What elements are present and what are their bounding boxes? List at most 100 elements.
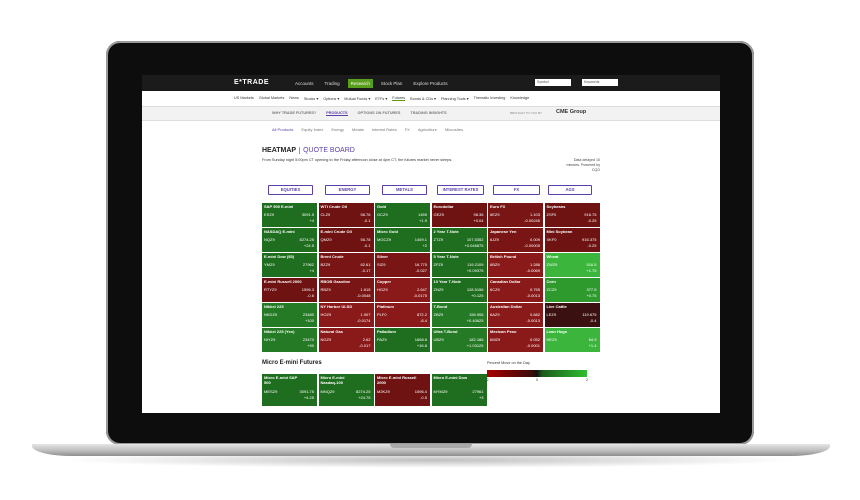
nav-item[interactable]: Stock Plan bbox=[380, 80, 403, 86]
filter-button[interactable]: ENERGY bbox=[325, 185, 370, 195]
filter-button[interactable]: METALS bbox=[382, 185, 427, 195]
heatmap-tile[interactable]: Micro E-mini Nasdaq-100 MNQZ9 8274.25 +24.7… bbox=[318, 374, 374, 406]
tile-change: -0.0174 bbox=[356, 318, 371, 323]
tab[interactable]: WHY TRADE FUTURES? bbox=[272, 111, 317, 115]
tile-symbol: M2KZ9 bbox=[377, 389, 390, 394]
heatmap-tile[interactable]: Micro E-mini Russell 2000 M2KZ9 1596.4 -0.5 bbox=[375, 374, 430, 406]
sub-nav-item[interactable]: Planning Tools ▾ bbox=[440, 96, 469, 101]
heatmap-tile[interactable]: Mini Soybean XKF0 916.375 -0.25 bbox=[544, 228, 600, 252]
filter-button[interactable]: AGS bbox=[548, 185, 592, 195]
product-tab[interactable]: Microsites bbox=[444, 126, 463, 132]
tile-name: Ultra T-Bond bbox=[433, 329, 458, 334]
product-tab[interactable]: Agriculture bbox=[417, 126, 437, 132]
tile-name: Micro E-mini Nasdaq-100 bbox=[320, 375, 345, 385]
tile-symbol: ZSF0 bbox=[546, 212, 557, 217]
heatmap-tile[interactable]: Copper HGZ9 2.647 -0.0175 bbox=[375, 278, 430, 302]
heatmap-tile[interactable]: Wheat ZWZ9 516.5 +1.75 bbox=[544, 253, 600, 277]
filter-button[interactable]: INTEREST RATES bbox=[437, 185, 484, 195]
sub-nav-item[interactable]: Thematic Investing bbox=[473, 96, 506, 100]
tab[interactable]: TRADING INSIGHTS bbox=[410, 111, 447, 115]
filter-button[interactable]: EQUITIES bbox=[268, 185, 313, 195]
tile-name: Micro Gold bbox=[377, 229, 398, 234]
tile-symbol: GCZ9 bbox=[377, 212, 388, 217]
tile-change: -0.4 bbox=[589, 318, 597, 323]
product-tab[interactable]: All Products bbox=[272, 126, 294, 132]
heatmap-tile[interactable]: Micro E-mini S&P 500 MESZ9 3091.75 +4.25 bbox=[262, 374, 317, 406]
product-tab[interactable]: Metals bbox=[352, 126, 364, 132]
sub-nav-item[interactable]: Stocks ▾ bbox=[303, 96, 319, 101]
heatmap-tile[interactable]: 10 Year T-Note ZNZ9 128.5156 +0.125 bbox=[431, 278, 487, 302]
heatmap-tile[interactable]: Corn ZCZ9 377.5 +0.75 bbox=[544, 278, 600, 302]
sub-nav-item[interactable]: ETFs ▾ bbox=[375, 96, 388, 101]
sub-nav-item[interactable]: Options ▾ bbox=[323, 96, 340, 101]
product-tab[interactable]: FX bbox=[404, 126, 410, 132]
heatmap-tile[interactable]: Platinum PLF0 872.2 -8.4 bbox=[375, 303, 430, 327]
heatmap-tile[interactable]: WTI Crude Oil CLZ9 56.76 -0.1 bbox=[318, 203, 374, 227]
heatmap-tile[interactable]: Japanese Yen 6JZ9 0.009 -0.00005 bbox=[488, 228, 543, 252]
heatmap-tile[interactable]: Mexican Peso 6MZ9 0.052 -0.0001 bbox=[488, 328, 543, 352]
heatmap-tile[interactable]: NY Harbor ULSD HOZ9 1.907 -0.0174 bbox=[318, 303, 374, 327]
heatmap-tile[interactable]: 5 Year T-Note ZFZ9 119.2109 +0.09375 bbox=[431, 253, 487, 277]
sub-nav-item[interactable]: Bonds & CDs ▾ bbox=[410, 96, 436, 101]
nav-item[interactable]: Research bbox=[347, 78, 373, 88]
nav-item[interactable]: Explore Products bbox=[413, 80, 448, 86]
heatmap-tile[interactable]: Soybeans ZSF0 916.75 -0.25 bbox=[544, 203, 600, 227]
sub-nav-item[interactable]: US Markets bbox=[234, 96, 254, 100]
heatmap-tile[interactable]: Gold GCZ9 1459 +1.9 bbox=[375, 203, 430, 227]
sub-nav-item[interactable]: Global Markets bbox=[258, 96, 285, 100]
heatmap-tile[interactable]: Micro Gold MGCZ9 1459.1 +2 bbox=[375, 228, 430, 252]
tab[interactable]: PRODUCTS bbox=[326, 110, 348, 116]
tile-price: 27962 bbox=[302, 262, 314, 267]
filter-button[interactable]: FX bbox=[493, 185, 540, 195]
heatmap-tile[interactable]: British Pound 6BZ9 1.286 -0.0069 bbox=[488, 253, 543, 277]
search-box[interactable]: Keywords bbox=[582, 79, 618, 86]
tile-symbol: 6MZ9 bbox=[490, 337, 501, 342]
product-tab[interactable]: Equity Index bbox=[301, 126, 324, 132]
nav-item[interactable]: Trading bbox=[324, 80, 340, 86]
heatmap-tile[interactable]: Palladium PAZ9 1668.8 +16.8 bbox=[375, 328, 430, 352]
tab[interactable]: OPTIONS ON FUTURES bbox=[357, 111, 401, 115]
legend-title: Percent Move on the Day bbox=[487, 361, 530, 365]
product-tab[interactable]: Energy bbox=[331, 126, 345, 132]
heatmap-tile[interactable]: Natural Gas NGZ9 2.62 -0.017 bbox=[318, 328, 374, 352]
heatmap-tile[interactable]: 2 Year T-Note ZTZ9 107.5352 +0.046875 bbox=[431, 228, 487, 252]
heatmap-tile[interactable]: S&P 500 E-mini ESZ9 3091.5 +4 bbox=[262, 203, 317, 227]
tile-name: S&P 500 E-mini bbox=[264, 204, 294, 209]
heatmap-tile[interactable]: Ultra T-Bond UBZ9 182.188 +1.03125 bbox=[431, 328, 487, 352]
heatmap-tile[interactable]: Brent Crude BZZ9 62.61 -0.17 bbox=[318, 253, 374, 277]
heatmap-tile[interactable]: Canadian Dollar 6CZ9 0.755 -0.0013 bbox=[488, 278, 543, 302]
search-box[interactable]: Symbol bbox=[535, 79, 571, 86]
heatmap-tile[interactable]: Micro E-mini Dow MYMZ9 27961 +3 bbox=[431, 374, 487, 406]
nav-item[interactable]: Accounts bbox=[295, 80, 314, 86]
sub-nav-item[interactable]: Futures bbox=[392, 95, 406, 101]
heatmap-tile[interactable]: Lean Hogs HEZ9 64.9 +1.4 bbox=[544, 328, 600, 352]
heatmap-tile[interactable]: E-mini Crude Oil QMZ9 56.78 -0.1 bbox=[318, 228, 374, 252]
heatmap-tile[interactable]: Australian Dollar 6AZ9 0.682 -0.0013 bbox=[488, 303, 543, 327]
heatmap-tile[interactable]: NASDAQ E-mini NQZ9 8274.25 +24.5 bbox=[262, 228, 317, 252]
sub-nav-item[interactable]: Mutual Funds ▾ bbox=[344, 96, 371, 101]
tile-symbol: ZCZ9 bbox=[546, 287, 557, 292]
laptop-shadow bbox=[60, 452, 800, 468]
tile-change: -0.6 bbox=[307, 293, 314, 298]
tile-symbol: ZFZ9 bbox=[433, 262, 444, 267]
heatmap-tile[interactable]: T-Bond ZBZ9 156.906 +0.40625 bbox=[431, 303, 487, 327]
sub-nav-item[interactable]: Knowledge bbox=[510, 96, 530, 100]
heatmap-tile[interactable]: Nikkei 225 NKDZ9 23480 +100 bbox=[262, 303, 317, 327]
heatmap-tile[interactable]: Live Cattle LEZ9 119.675 -0.4 bbox=[544, 303, 600, 327]
logo[interactable]: E*TRADE bbox=[234, 79, 270, 86]
heading-link[interactable]: QUOTE BOARD bbox=[303, 147, 355, 154]
tile-price: 1668.8 bbox=[414, 337, 427, 342]
heading-title: HEATMAP bbox=[262, 147, 297, 154]
tile-change: +90 bbox=[307, 343, 314, 348]
tile-price: 3091.5 bbox=[301, 212, 314, 217]
heatmap-tile[interactable]: E-mini Russell 2000 RTYZ9 1596.3 -0.6 bbox=[262, 278, 317, 302]
product-tab[interactable]: Interest Rates bbox=[371, 126, 397, 132]
sub-nav-item[interactable]: News bbox=[289, 96, 299, 100]
heatmap-tile[interactable]: Euro FX 6EZ9 1.103 -0.00245 bbox=[488, 203, 543, 227]
heatmap-tile[interactable]: RBOB Gasoline RBZ9 1.615 -0.0048 bbox=[318, 278, 374, 302]
heatmap-tile[interactable]: E-mini Dow ($5) YMZ9 27962 +4 bbox=[262, 253, 317, 277]
heatmap-tile[interactable]: Nikkei 225 (Yen) NIYZ9 23470 +90 bbox=[262, 328, 317, 352]
tile-price: 3091.75 bbox=[299, 389, 314, 394]
heatmap-tile[interactable]: Silver SIZ9 16.775 -0.027 bbox=[375, 253, 430, 277]
heatmap-tile[interactable]: Eurodollar GEZ9 98.36 +0.04 bbox=[431, 203, 487, 227]
